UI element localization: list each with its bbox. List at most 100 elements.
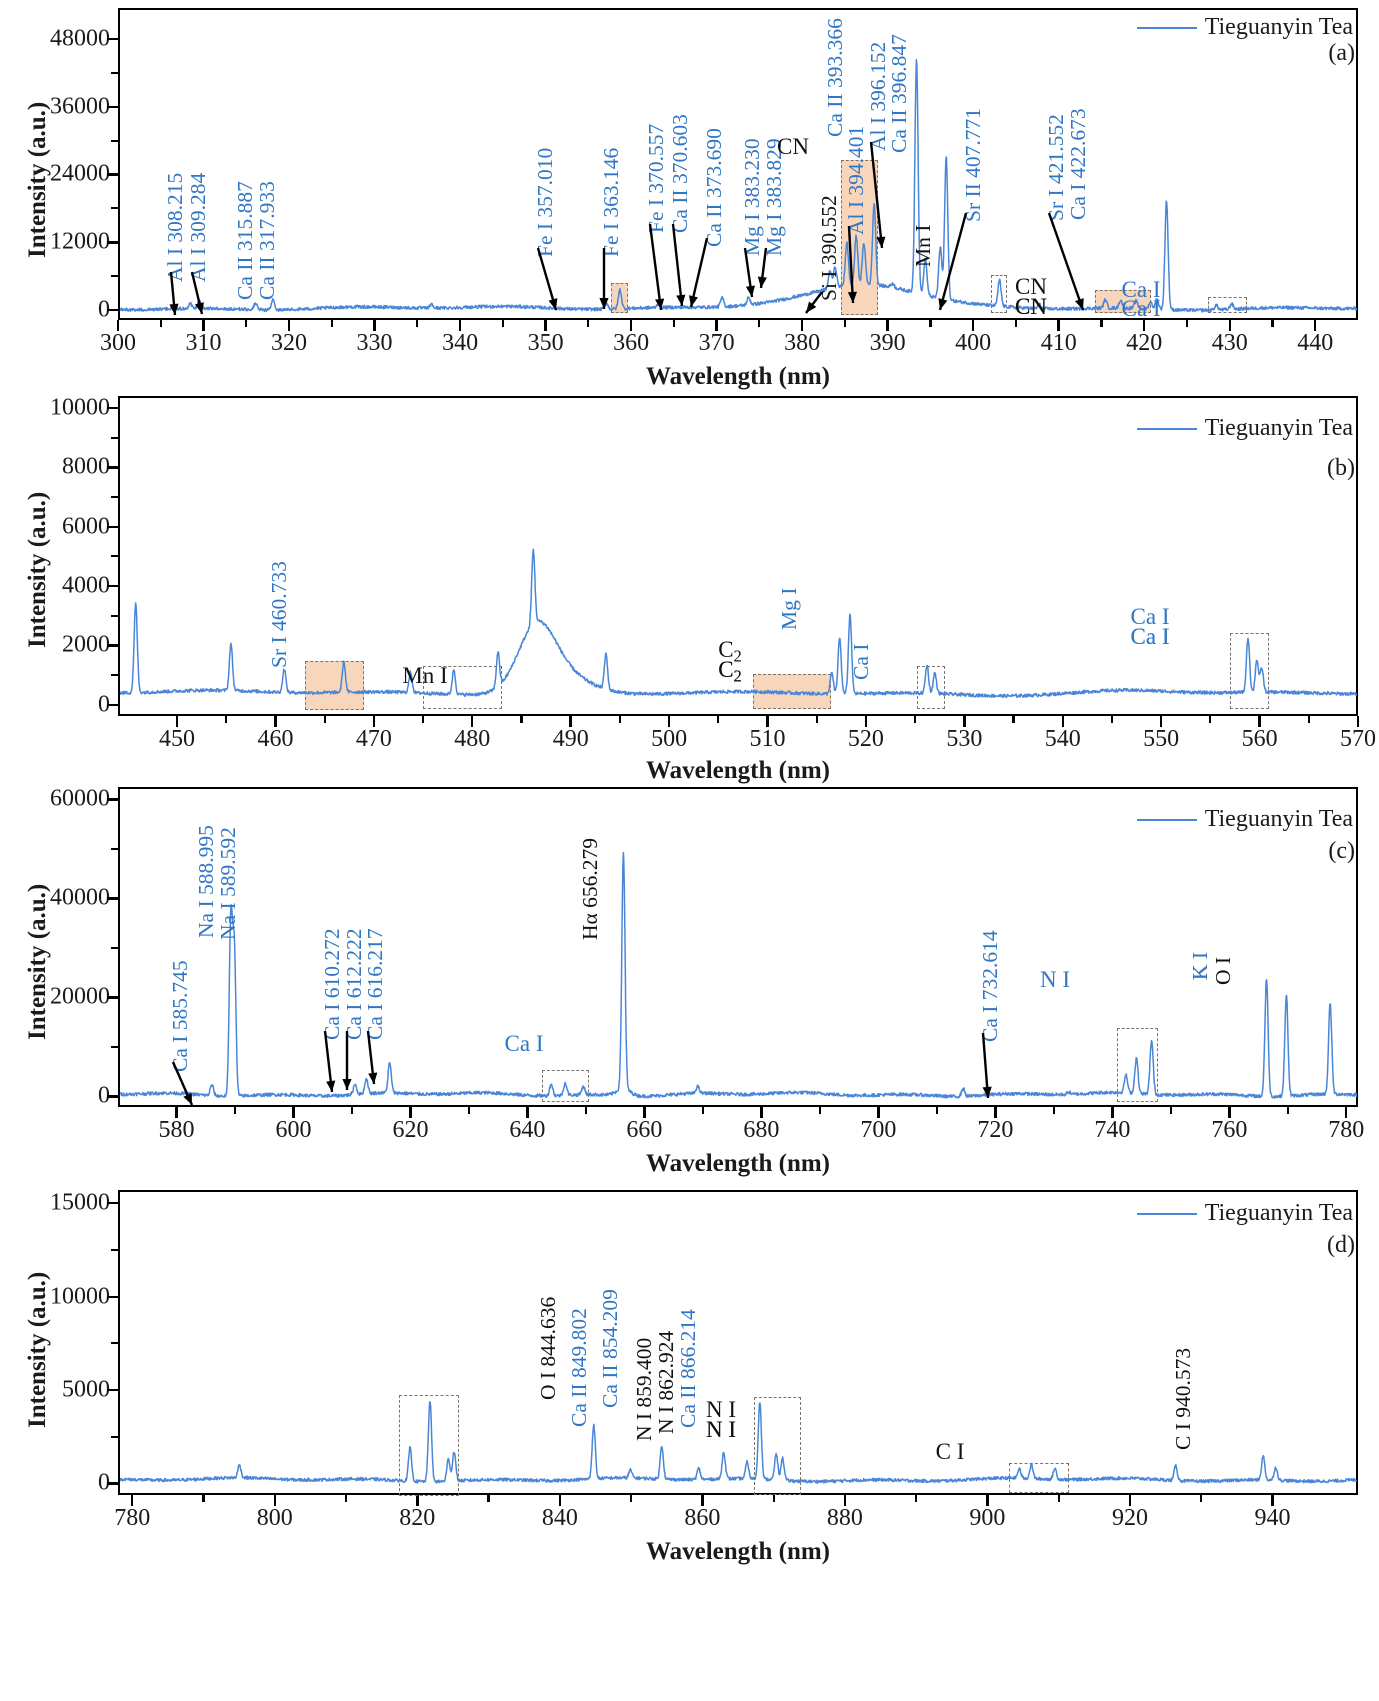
y-tick-label: 20000 (50, 983, 110, 1010)
x-tick-label: 580 (158, 1117, 195, 1143)
plot-frame-d (118, 1190, 1358, 1495)
y-minor-tick (111, 207, 118, 210)
x-tick-label: 550 (1143, 726, 1180, 752)
x-tick-mark (1228, 320, 1231, 331)
peak-label: O I (1211, 956, 1235, 985)
y-tick-mark (107, 996, 118, 999)
x-tick-mark (760, 1107, 763, 1118)
x-minor-tick (501, 320, 504, 327)
x-tick-label: 820 (399, 1505, 436, 1531)
x-tick-mark (1228, 1107, 1231, 1118)
y-tick-label: 6000 (62, 513, 110, 540)
x-tick-label: 740 (1094, 1117, 1131, 1143)
x-tick-label: 900 (969, 1505, 1006, 1531)
x-minor-tick (815, 716, 818, 723)
y-tick-mark (107, 241, 118, 244)
x-tick-mark (1345, 1107, 1348, 1118)
peak-label: N I (705, 1417, 737, 1442)
y-tick-label: 60000 (50, 785, 110, 812)
x-minor-tick (935, 1107, 938, 1114)
y-tick-label: 5000 (62, 1376, 110, 1403)
spectrum-trace (119, 851, 1357, 1099)
legend-line-icon (1136, 818, 1197, 821)
x-minor-tick (233, 1107, 237, 1114)
x-minor-tick (245, 320, 248, 327)
y-tick-label: 0 (98, 1469, 110, 1496)
x-tick-mark (766, 716, 769, 727)
panel-letter: (d) (1327, 1232, 1355, 1258)
x-tick-mark (372, 716, 376, 727)
x-tick-mark (273, 1495, 276, 1506)
peak-label: CN (1015, 274, 1047, 299)
y-tick-label: 24000 (50, 160, 110, 187)
x-axis-title: Wavelength (nm) (645, 757, 831, 784)
x-tick-mark (843, 1495, 847, 1506)
x-tick-label: 530 (946, 726, 983, 752)
peak-label: Ca I (1130, 624, 1170, 649)
y-minor-tick (111, 1435, 118, 1438)
x-tick-mark (864, 716, 868, 727)
x-minor-tick (717, 716, 720, 723)
y-tick-mark (107, 1095, 118, 1098)
panel-letter: (b) (1327, 455, 1355, 481)
y-tick-mark (107, 1202, 118, 1205)
x-tick-label: 470 (355, 726, 392, 752)
y-tick-mark (107, 644, 118, 647)
x-tick-label: 700 (860, 1117, 897, 1143)
y-minor-tick (111, 946, 118, 949)
peak-label: C I 940.573 (1171, 1347, 1195, 1450)
x-tick-label: 940 (1254, 1505, 1291, 1531)
y-tick-mark (107, 1295, 118, 1298)
y-tick-mark (107, 1388, 118, 1392)
x-tick-mark (458, 320, 462, 331)
x-tick-label: 380 (784, 330, 821, 356)
y-tick-mark (107, 584, 118, 588)
x-tick-label: 310 (185, 330, 222, 356)
x-tick-label: 330 (356, 330, 393, 356)
x-tick-mark (569, 716, 572, 727)
x-tick-mark (1258, 716, 1261, 727)
x-tick-label: 500 (651, 726, 688, 752)
y-tick-mark (107, 798, 118, 801)
x-minor-tick (344, 1495, 348, 1502)
x-minor-tick (672, 320, 675, 327)
x-tick-label: 320 (271, 330, 308, 356)
x-tick-label: 540 (1044, 726, 1081, 752)
y-tick-mark (107, 1482, 118, 1485)
peak-label: Ca I (1130, 624, 1170, 649)
x-minor-tick (487, 1495, 490, 1502)
x-tick-mark (116, 320, 120, 331)
x-tick-mark (409, 1107, 412, 1118)
peak-label: CN (1015, 294, 1047, 319)
y-minor-tick (111, 139, 118, 142)
x-tick-label: 760 (1211, 1117, 1248, 1143)
peak-label: Mn I (402, 663, 448, 688)
x-tick-label: 860 (684, 1505, 721, 1531)
peak-label: Ca II 854.209 (598, 1289, 622, 1408)
x-tick-mark (1356, 716, 1360, 727)
x-minor-tick (1209, 716, 1212, 723)
x-tick-label: 780 (114, 1505, 151, 1531)
x-minor-tick (618, 716, 621, 723)
highlight-box (1208, 296, 1247, 314)
x-minor-tick (701, 1107, 704, 1114)
y-minor-tick (111, 1248, 118, 1251)
x-tick-label: 800 (256, 1505, 293, 1531)
peak-label: CN (1015, 294, 1047, 319)
x-tick-mark (1061, 716, 1064, 727)
x-minor-tick (225, 716, 228, 723)
y-tick-label: 4000 (62, 572, 110, 599)
x-tick-label: 520 (847, 726, 884, 752)
x-tick-label: 300 (100, 330, 136, 356)
x-axis-title: Wavelength (nm) (645, 1538, 831, 1565)
y-tick-label: 8000 (62, 453, 110, 480)
legend: Tieguanyin Tea (1136, 806, 1353, 833)
x-tick-label: 370 (698, 330, 735, 356)
